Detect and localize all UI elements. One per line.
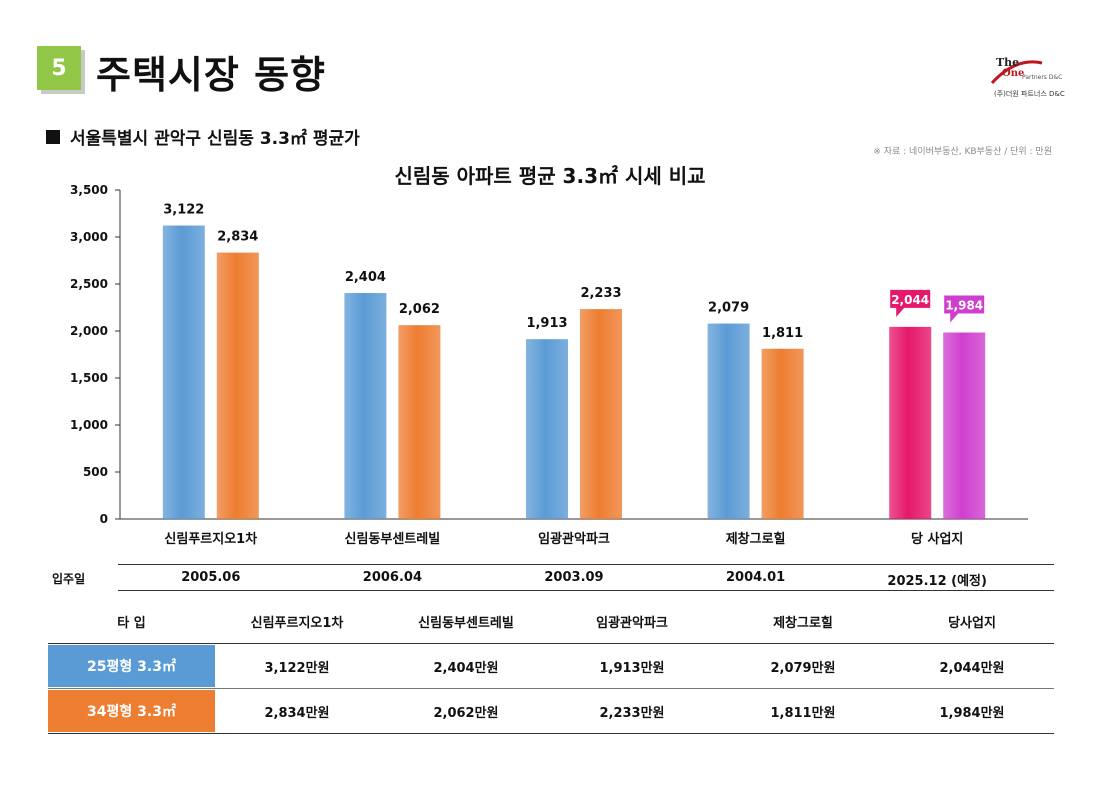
data-label: 2,404 (345, 270, 386, 285)
logo-sub: Partners D&C (1022, 74, 1063, 81)
bar (580, 309, 622, 519)
move-in-date: 2005.06 (181, 570, 241, 585)
move-in-bottom-line (118, 590, 1054, 591)
table-column-header: 임광관악파크 (596, 616, 668, 631)
table-type-header: 타 입 (117, 616, 146, 631)
table-row-label-25: 25평형 3.3㎡ (48, 645, 215, 687)
x-tick-label: 신림동부센트레빌 (345, 531, 441, 547)
move-in-date: 2004.01 (725, 570, 786, 585)
y-tick-label: 2,000 (70, 324, 108, 338)
bar (162, 225, 205, 520)
bar (943, 332, 986, 519)
data-label: 1,811 (762, 326, 803, 341)
move-in-top-line (118, 564, 1054, 565)
table-column-header: 당사업지 (948, 616, 996, 631)
move-in-label: 입주일 (52, 572, 86, 586)
subheading: 서울특별시 관악구 신림동 3.3㎡ 평균가 (46, 124, 360, 149)
table-column-header: 제창그로힐 (773, 616, 833, 631)
x-tick-label: 당 사업지 (911, 531, 963, 547)
x-tick-label: 신림푸르지오1차 (164, 531, 257, 547)
y-tick-label: 500 (83, 465, 108, 479)
logo-company-name: (주)더원 파트너스 D&C (994, 90, 1065, 98)
table-cell: 3,122만원 (264, 661, 330, 676)
x-tick-label: 임광관악파크 (538, 531, 610, 547)
table-cell: 1,811만원 (770, 706, 836, 721)
logo-one: One (1002, 68, 1025, 79)
table-line-2 (48, 688, 1054, 689)
table-row-label-34: 34평형 3.3㎡ (48, 690, 215, 732)
table-cell: 2,233만원 (599, 706, 665, 721)
table-line-3 (48, 733, 1054, 734)
company-logo: The One Partners D&C (주)더원 파트너스 D&C (976, 50, 1068, 102)
table-cell: 2,062만원 (433, 706, 499, 721)
data-label: 2,834 (217, 230, 258, 245)
bar (344, 293, 387, 519)
logo-swoosh-icon (990, 60, 1043, 85)
table-cell: 2,834만원 (264, 706, 330, 721)
table-cell: 2,044만원 (939, 661, 1005, 676)
data-label: 1,984 (945, 299, 983, 313)
bar-chart: 0 500 1,000 1,500 2,000 2,500 3,000 3,500 3,122 2… (70, 183, 1028, 547)
y-tick-label: 2,500 (70, 277, 108, 291)
bar (707, 323, 750, 519)
data-label: 2,233 (580, 286, 621, 301)
y-tick-label: 3,000 (70, 230, 108, 244)
x-tick-label: 제창그로힐 (726, 531, 786, 547)
section-number-badge: 5 (37, 46, 81, 90)
data-label: 3,122 (163, 203, 204, 218)
y-tick-label: 1,000 (70, 418, 108, 432)
data-label-callout (944, 295, 985, 323)
subheading-text: 서울특별시 관악구 신림동 3.3㎡ 평균가 (70, 129, 360, 149)
data-label: 2,062 (399, 302, 440, 317)
table-line-1 (48, 643, 1054, 644)
y-tick-label: 1,500 (70, 371, 108, 385)
data-label: 2,079 (708, 301, 749, 316)
move-in-date: 2003.09 (544, 570, 604, 585)
square-bullet-icon (46, 129, 60, 144)
table-cell: 1,913만원 (599, 661, 665, 676)
bar (889, 326, 932, 519)
table-cell: 2,404만원 (433, 661, 499, 676)
move-in-date: 2006.04 (362, 570, 422, 585)
source-note: ※ 자료 : 네이버부동산, KB부동산 / 단위 : 만원 (873, 147, 1052, 157)
data-label-callout (890, 289, 931, 317)
logo-the: The (996, 56, 1020, 69)
data-label: 2,044 (891, 293, 929, 307)
y-tick-label: 3,500 (70, 183, 108, 197)
table-column-header: 신림푸르지오1차 (250, 616, 344, 631)
chart-title: 신림동 아파트 평균 3.3㎡ 시세 비교 (394, 164, 706, 188)
bar (761, 348, 804, 519)
bar (526, 339, 568, 519)
table-column-header: 신림동부센트레빌 (418, 616, 514, 631)
bar (216, 252, 259, 519)
move-in-date: 2025.12 (예정) (887, 574, 987, 589)
table-cell: 2,079만원 (770, 661, 836, 676)
bar (398, 325, 441, 519)
y-tick-label: 0 (100, 512, 108, 526)
data-label: 1,913 (526, 316, 567, 331)
page-title: 주택시장 동향 (96, 53, 326, 97)
table-cell: 1,984만원 (939, 706, 1005, 721)
